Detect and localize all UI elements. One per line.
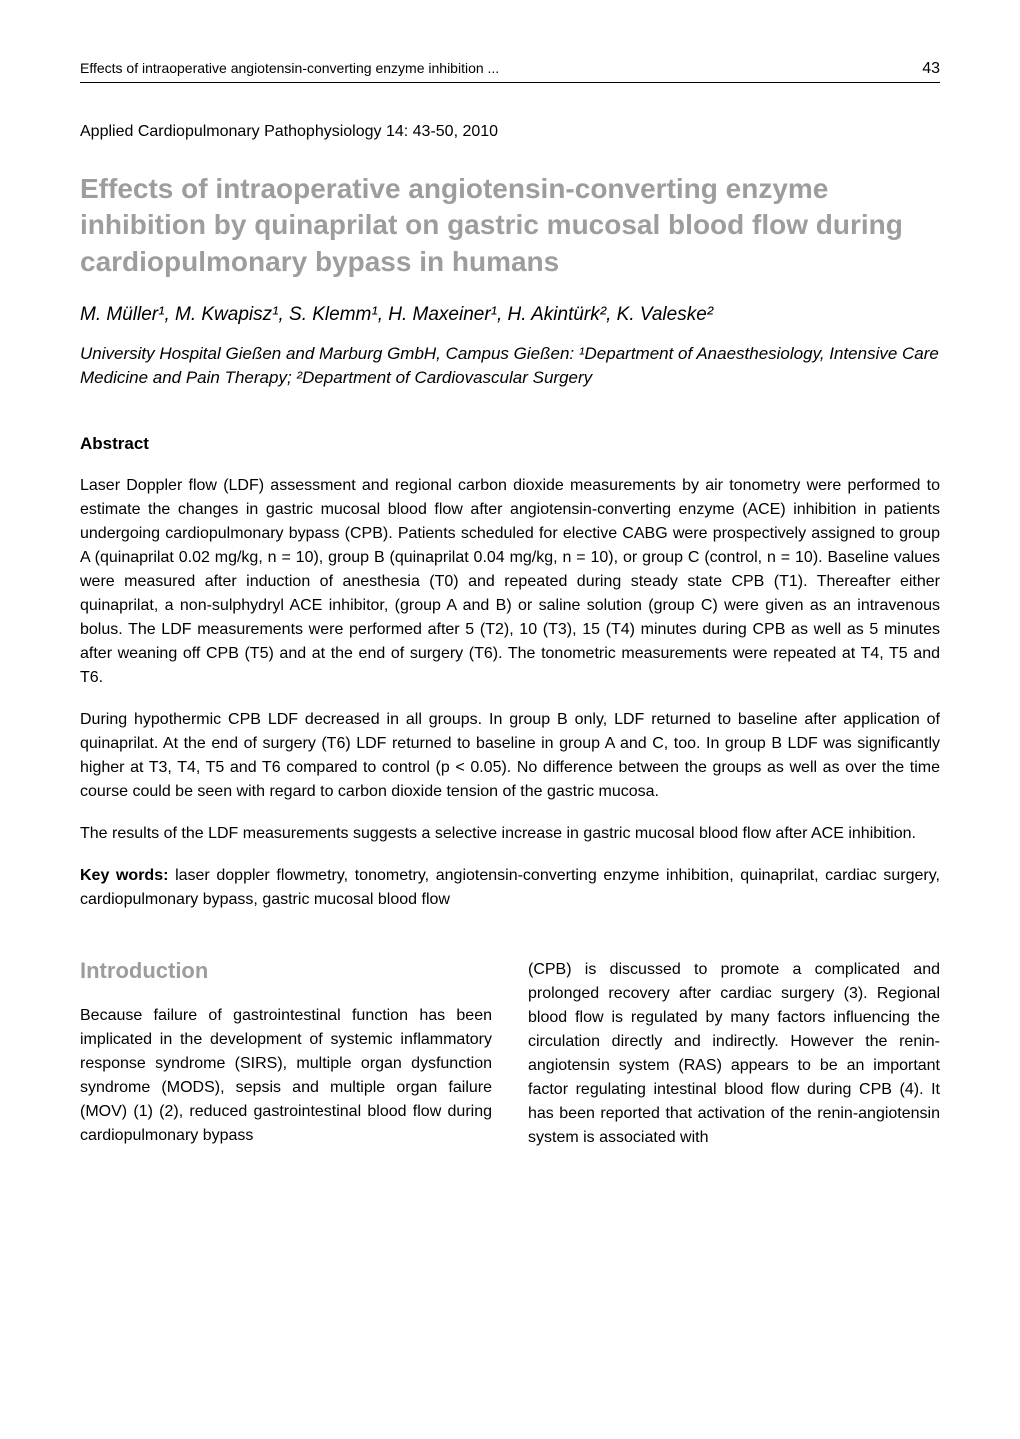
keywords-label: Key words: xyxy=(80,867,168,884)
running-header: Effects of intraoperative angiotensin-co… xyxy=(80,60,940,83)
two-column-body: Introduction Because failure of gastroin… xyxy=(80,958,940,1150)
keywords-text: laser doppler flowmetry, tonometry, angi… xyxy=(80,867,940,908)
left-column: Introduction Because failure of gastroin… xyxy=(80,958,492,1150)
running-head-text: Effects of intraoperative angiotensin-co… xyxy=(80,60,499,76)
affiliations: University Hospital Gießen and Marburg G… xyxy=(80,342,940,390)
intro-text-left: Because failure of gastrointestinal func… xyxy=(80,1004,492,1148)
intro-text-right: (CPB) is discussed to promote a complica… xyxy=(528,958,940,1150)
article-title: Effects of intraoperative angiotensin-co… xyxy=(80,171,940,280)
abstract-paragraph: Laser Doppler flow (LDF) assessment and … xyxy=(80,474,940,690)
keywords: Key words: laser doppler flowmetry, tono… xyxy=(80,864,940,912)
section-heading-introduction: Introduction xyxy=(80,958,492,984)
abstract-paragraph: During hypothermic CPB LDF decreased in … xyxy=(80,708,940,804)
authors-line: M. Müller¹, M. Kwapisz¹, S. Klemm¹, H. M… xyxy=(80,304,940,326)
journal-citation: Applied Cardiopulmonary Pathophysiology … xyxy=(80,123,940,141)
right-column: (CPB) is discussed to promote a complica… xyxy=(528,958,940,1150)
page-number: 43 xyxy=(922,60,940,78)
abstract-heading: Abstract xyxy=(80,434,940,454)
abstract-paragraph: The results of the LDF measurements sugg… xyxy=(80,822,940,846)
